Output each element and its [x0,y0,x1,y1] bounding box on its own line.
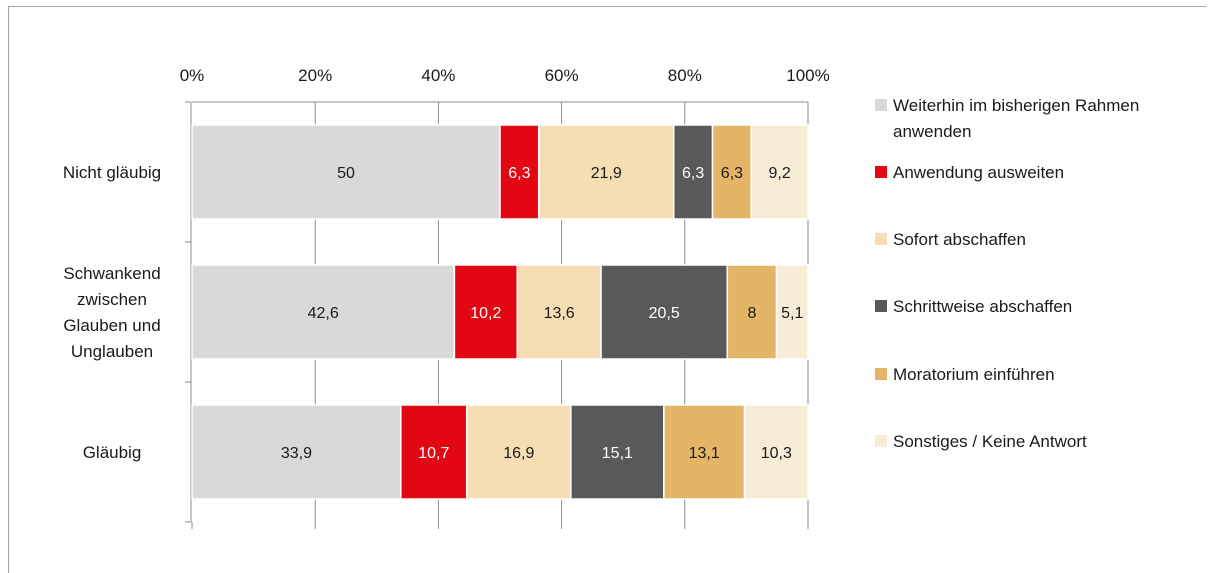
bar-segment [743,404,809,500]
x-tick-label: 0% [180,66,205,85]
data-label: 6,3 [508,165,530,182]
data-label: 21,9 [591,165,622,182]
bar-segment [400,404,468,500]
category-label: Glauben und [63,316,160,335]
data-label: 20,5 [649,305,680,322]
legend-label: Weiterhin im bisherigen Rahmen [893,96,1139,115]
data-label: 8 [747,305,756,322]
legend-label: anwenden [893,122,971,141]
legend-label: Anwendung ausweiten [893,163,1064,182]
legend-swatch [875,166,887,178]
category-label: zwischen [77,290,147,309]
x-tick-label: 100% [786,66,829,85]
bar-segment [750,124,809,220]
bar-segment [453,264,518,360]
data-label: 10,3 [761,445,792,462]
data-label: 16,9 [503,445,534,462]
frame-notch [8,0,268,6]
legend-swatch [875,300,887,312]
category-label: Unglauben [71,342,153,361]
data-label: 6,3 [721,165,743,182]
bar-segment [191,404,402,500]
data-label: 6,3 [682,165,704,182]
category-label: Schwankend [63,264,160,283]
legend-swatch [875,233,887,245]
data-label: 42,6 [308,305,339,322]
data-label: 10,2 [470,305,501,322]
category-label: Gläubig [83,443,142,462]
legend-label: Sonstiges / Keine Antwort [893,432,1087,451]
x-tick-label: 60% [545,66,579,85]
bar-segment [663,404,746,500]
legend-label: Sofort abschaffen [893,230,1026,249]
bar-segment [538,124,675,220]
bar-segment [191,264,456,360]
data-label: 10,7 [418,445,449,462]
bar-segment [600,264,729,360]
legend-swatch [875,368,887,380]
data-label: 5,1 [781,305,803,322]
bar-segment [672,124,714,220]
data-label: 33,9 [281,445,312,462]
bar-segment [570,404,665,500]
chart-frame [8,6,1206,573]
x-tick-label: 20% [298,66,332,85]
bar-segment [775,264,809,360]
data-label: 9,2 [769,165,791,182]
data-label: 15,1 [602,445,633,462]
data-label: 50 [337,165,355,182]
legend-label: Moratorium einführen [893,365,1055,384]
category-label: Nicht gläubig [63,163,161,182]
legend-swatch [875,435,887,447]
data-label: 13,1 [689,445,720,462]
x-tick-label: 40% [421,66,455,85]
bar-segment [465,404,572,500]
x-tick-label: 80% [668,66,702,85]
bar-segment [191,124,501,220]
bar-segment [499,124,540,220]
legend-swatch [875,99,887,111]
data-label: 13,6 [544,305,575,322]
legend-label: Schrittweise abschaffen [893,297,1072,316]
